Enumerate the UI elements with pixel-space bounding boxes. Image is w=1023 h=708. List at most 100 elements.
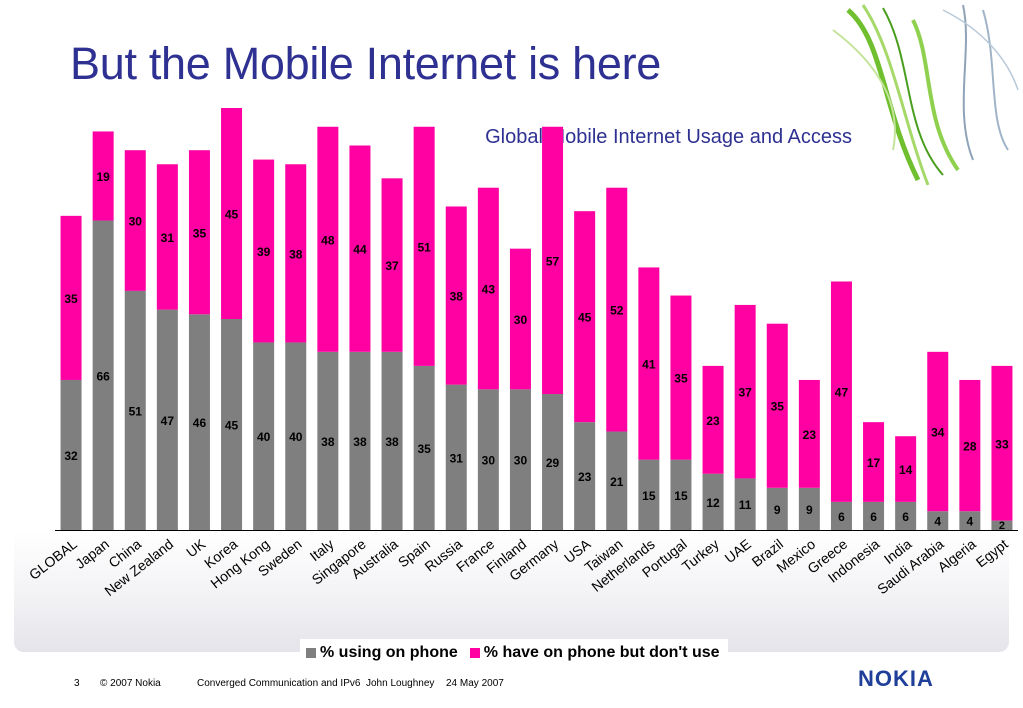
date: 24 May 2007 [446,678,504,689]
data-label-not-using-27: 34 [931,426,945,440]
bar-using-6 [253,342,275,530]
data-label-using-28: 4 [967,515,974,529]
bar-not-using-14 [509,248,531,390]
bar-not-using-5 [221,108,243,319]
bar-not-using-28 [959,379,981,512]
data-label-using-25: 6 [870,510,877,524]
data-label-using-15: 29 [546,456,560,470]
legend-item-not-using: % have on phone but don't use [469,644,720,662]
data-label-not-using-1: 19 [96,170,110,184]
bar-not-using-24 [830,281,852,502]
data-label-using-1: 66 [96,369,110,383]
bar-using-4 [188,314,210,530]
data-label-using-24: 6 [838,510,845,524]
bar-using-24 [830,501,852,530]
category-label-21: UAE [721,536,754,566]
page-number: 3 [74,678,80,689]
data-label-not-using-22: 35 [771,400,785,414]
data-label-using-23: 9 [806,503,813,517]
bar-using-14 [509,389,531,530]
data-label-not-using-15: 57 [546,254,560,268]
data-label-using-7: 40 [289,430,303,444]
data-label-using-29: 2 [999,520,1005,532]
bar-not-using-7 [285,164,307,343]
bar-using-29 [991,520,1013,530]
data-label-not-using-11: 51 [417,240,431,254]
bar-using-9 [349,351,371,530]
data-label-not-using-13: 43 [482,283,496,297]
bar-using-17 [606,431,628,530]
bar-not-using-19 [670,295,692,460]
bar-not-using-3 [156,164,178,310]
data-label-not-using-21: 37 [738,386,752,400]
data-label-not-using-17: 52 [610,304,624,318]
bar-not-using-6 [253,159,275,343]
bar-not-using-22 [766,323,788,488]
category-label-1: Japan [72,536,112,572]
data-label-not-using-9: 44 [353,243,367,257]
bar-using-20 [702,473,724,530]
data-label-using-13: 30 [482,454,496,468]
bar-not-using-10 [381,178,403,352]
bar-using-12 [445,384,467,530]
data-label-using-10: 38 [385,435,399,449]
data-label-using-4: 46 [193,416,207,430]
bar-using-23 [798,487,820,530]
data-label-not-using-6: 39 [257,245,271,259]
bar-using-19 [670,459,692,530]
bar-using-16 [574,422,596,530]
data-label-not-using-2: 30 [129,215,143,229]
copyright: © 2007 Nokia [100,678,161,689]
bar-not-using-0 [60,215,82,380]
bar-using-2 [124,290,146,530]
legend-item-using: % using on phone [306,644,458,662]
data-label-not-using-18: 41 [642,358,656,372]
data-label-using-0: 32 [64,449,78,463]
bar-using-25 [863,501,885,530]
data-label-not-using-28: 28 [963,440,977,454]
data-label-not-using-19: 35 [674,372,688,386]
nokia-swirl-decoration [832,4,1019,186]
category-label-20: Turkey [679,536,722,575]
data-label-using-19: 15 [674,489,688,503]
bar-using-26 [895,501,917,530]
chart-title: Global Mobile Internet Usage and Access [485,126,852,148]
data-label-not-using-4: 35 [193,226,207,240]
data-label-not-using-3: 31 [161,231,175,245]
data-label-not-using-26: 14 [899,463,913,477]
data-label-not-using-10: 37 [385,259,399,273]
bar-not-using-11 [413,126,435,366]
bar-not-using-4 [188,150,210,315]
bar-using-5 [221,319,243,530]
bar-not-using-20 [702,365,724,474]
data-label-using-9: 38 [353,435,367,449]
data-label-using-11: 35 [417,442,431,456]
data-label-using-22: 9 [774,503,781,517]
data-label-using-6: 40 [257,430,271,444]
data-label-using-14: 30 [514,454,528,468]
data-label-not-using-12: 38 [450,290,464,304]
legend-label-not-using: % have on phone but don't use [483,644,720,661]
data-label-not-using-8: 48 [321,233,335,247]
bar-not-using-21 [734,304,756,479]
data-label-using-20: 12 [706,496,720,510]
data-label-not-using-7: 38 [289,247,303,261]
slide-title: But the Mobile Internet is here [70,38,662,89]
data-label-using-12: 31 [450,451,464,465]
data-label-using-26: 6 [902,510,909,524]
bar-not-using-23 [798,379,820,488]
bar-using-21 [734,478,756,530]
bar-using-27 [927,511,949,530]
bar-not-using-17 [606,187,628,432]
data-label-not-using-23: 23 [803,428,817,442]
category-panel [14,530,1009,652]
data-label-not-using-5: 45 [225,208,239,222]
data-label-using-21: 11 [739,498,752,512]
bar-using-13 [477,389,499,530]
bar-using-8 [317,351,339,530]
data-label-not-using-14: 30 [514,313,528,327]
bar-not-using-18 [638,267,660,460]
chart-legend: % using on phone % have on phone but don… [300,639,728,667]
bar-not-using-15 [542,126,564,395]
bar-not-using-9 [349,145,371,352]
